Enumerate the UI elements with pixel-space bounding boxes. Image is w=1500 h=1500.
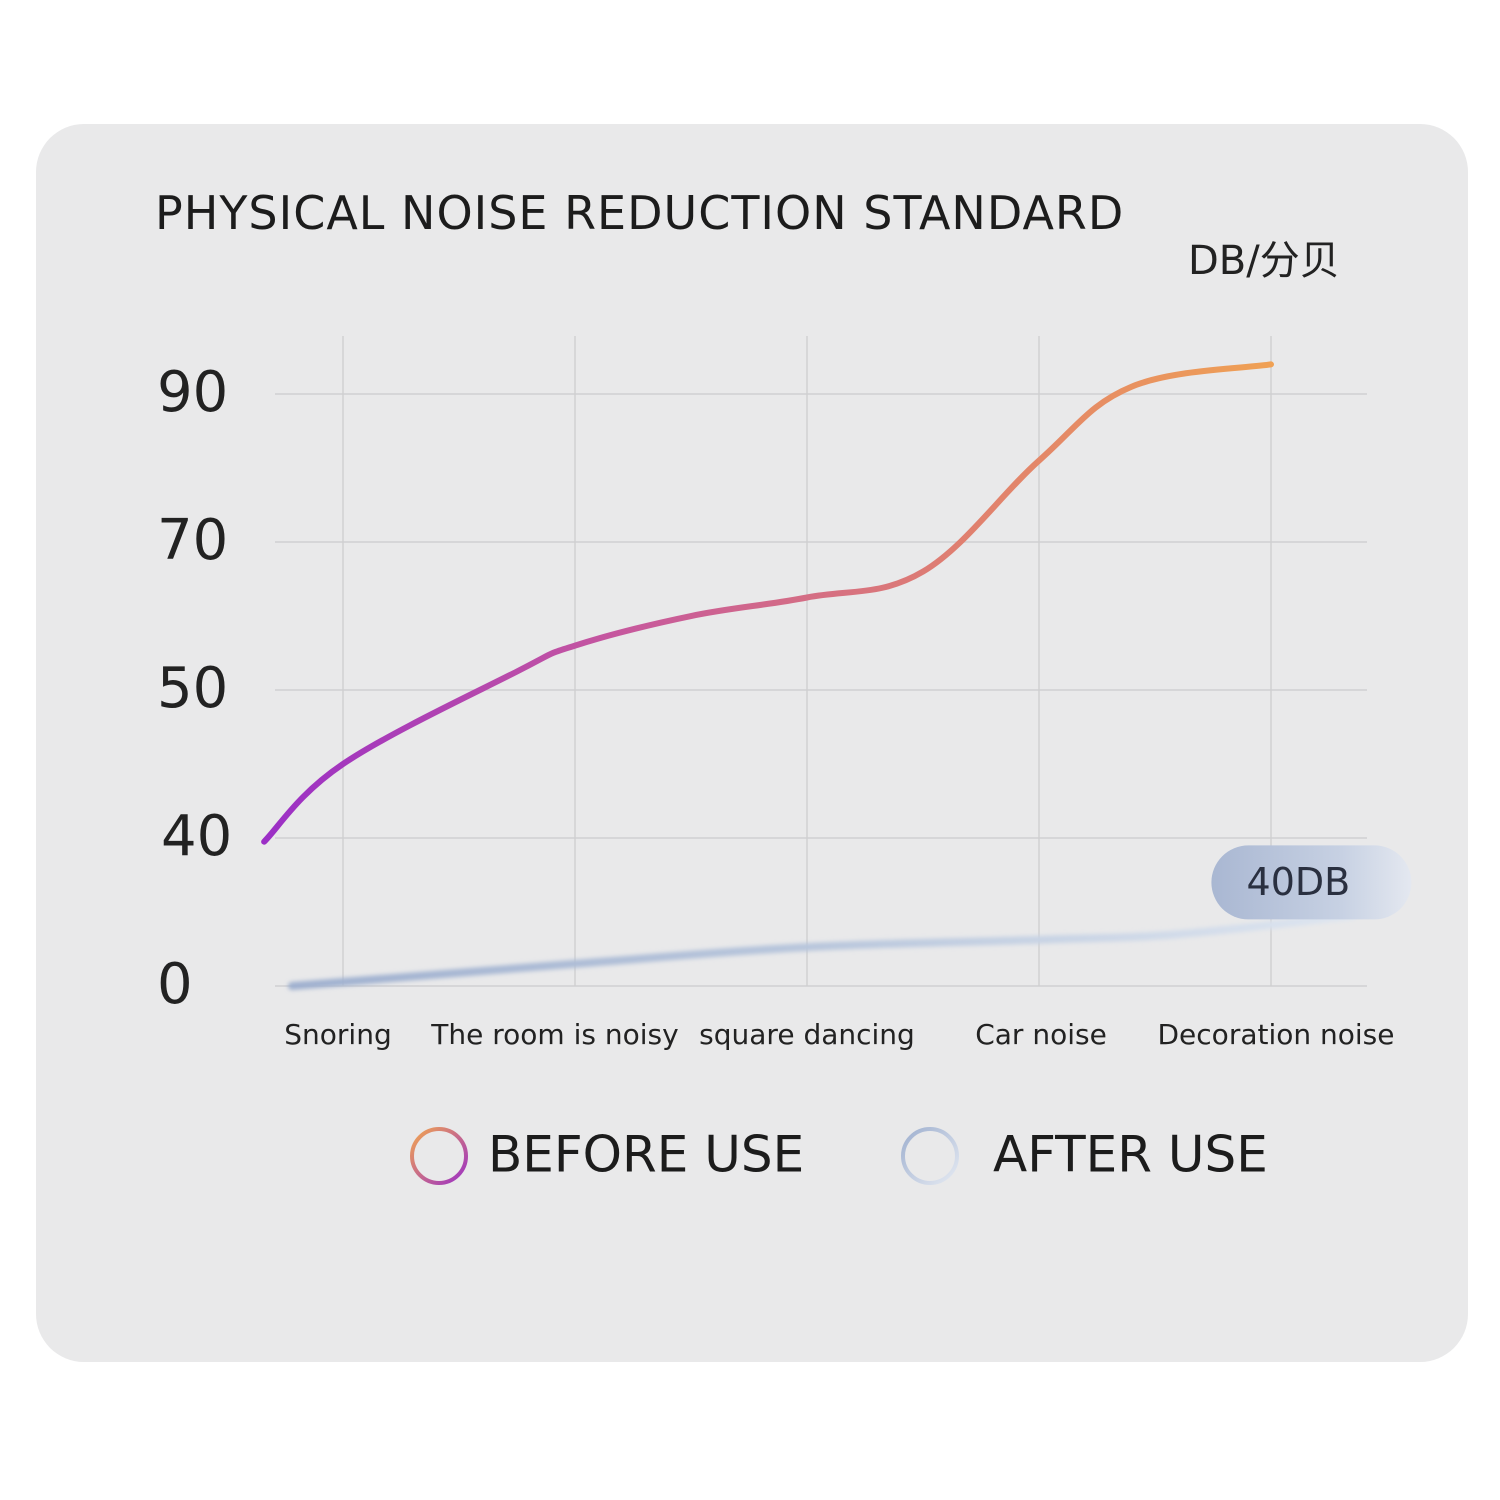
annotation-label: 40DB [1247, 860, 1351, 904]
x-tick-label: Snoring [284, 1018, 391, 1051]
y-tick-label: 90 [157, 360, 228, 425]
legend-label: AFTER USE [993, 1126, 1268, 1184]
legend-label: BEFORE USE [488, 1126, 804, 1184]
y-tick-label: 50 [157, 656, 228, 721]
y-tick-label: 0 [157, 952, 193, 1017]
chart-title: PHYSICAL NOISE REDUCTION STANDARD [155, 186, 1125, 240]
legend: BEFORE USE AFTER USE [410, 1126, 1268, 1185]
annotations: 40DB [1211, 845, 1412, 920]
x-tick-label: Car noise [975, 1018, 1107, 1051]
annotation-badge [1211, 845, 1412, 920]
series-line-before-use [261, 361, 1274, 845]
y-tick-label: 40 [161, 804, 232, 869]
x-axis: Snoring The room is noisy square dancing Ca… [284, 1018, 1394, 1051]
grid [275, 336, 1367, 987]
chart-card [36, 124, 1468, 1362]
x-tick-label: Decoration noise [1158, 1018, 1395, 1051]
y-axis-unit-label: DB/分贝 [1188, 238, 1340, 284]
legend-swatch [410, 1127, 468, 1185]
series-lines [261, 361, 1357, 990]
x-tick-label: The room is noisy [430, 1018, 678, 1051]
y-tick-label: 70 [157, 508, 228, 573]
y-axis: 0 40 50 70 90 [157, 360, 232, 1017]
x-tick-label: square dancing [699, 1018, 915, 1051]
series-line-after-use [287, 911, 1357, 990]
legend-swatch [901, 1127, 959, 1185]
